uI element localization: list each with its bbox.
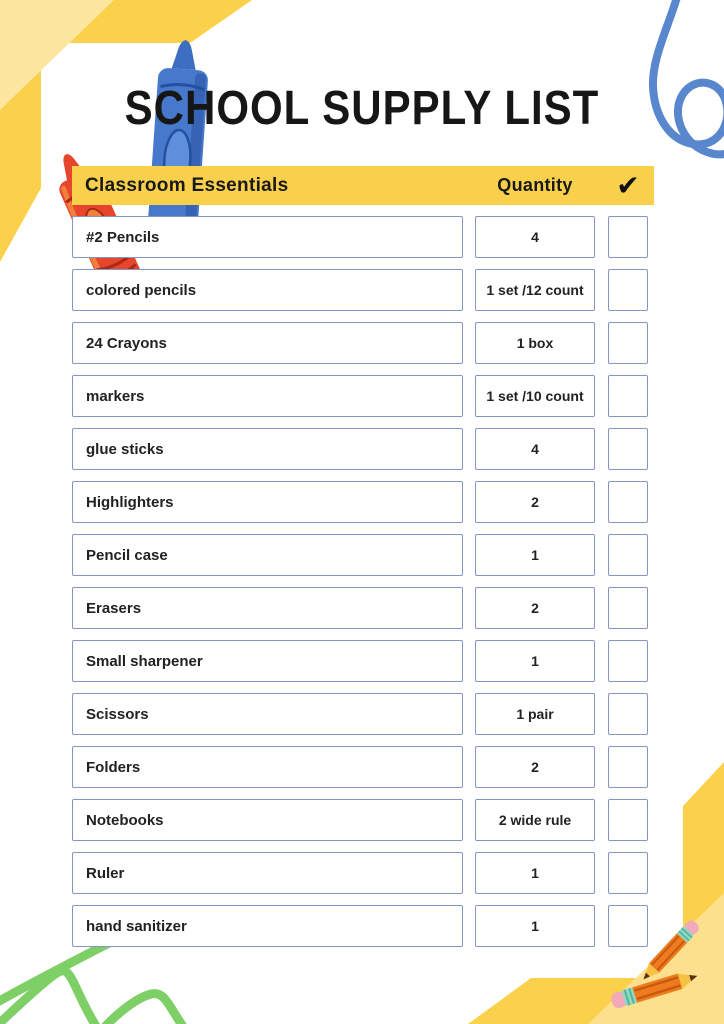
table-row: 24 Crayons 1 box bbox=[72, 322, 654, 364]
header-item-label: Classroom Essentials bbox=[85, 174, 289, 196]
item-name-cell: Scissors bbox=[72, 693, 463, 735]
table-row: colored pencils 1 set /12 count bbox=[72, 269, 654, 311]
quantity-cell: 1 bbox=[475, 640, 595, 682]
table-row: Highlighters 2 bbox=[72, 481, 654, 523]
item-name-cell: Erasers bbox=[72, 587, 463, 629]
item-name-cell: Ruler bbox=[72, 852, 463, 894]
quantity-cell: 1 set /12 count bbox=[475, 269, 595, 311]
quantity-cell: 4 bbox=[475, 428, 595, 470]
item-name-cell: Highlighters bbox=[72, 481, 463, 523]
table-row: glue sticks 4 bbox=[72, 428, 654, 470]
table-row: Pencil case 1 bbox=[72, 534, 654, 576]
item-name-cell: Folders bbox=[72, 746, 463, 788]
table-row: Small sharpener 1 bbox=[72, 640, 654, 682]
table-row: markers 1 set /10 count bbox=[72, 375, 654, 417]
row-checkbox[interactable] bbox=[608, 375, 648, 417]
item-name-cell: colored pencils bbox=[72, 269, 463, 311]
quantity-cell: 2 wide rule bbox=[475, 799, 595, 841]
quantity-cell: 2 bbox=[475, 587, 595, 629]
row-checkbox[interactable] bbox=[608, 799, 648, 841]
table-row: #2 Pencils 4 bbox=[72, 216, 654, 258]
row-checkbox[interactable] bbox=[608, 852, 648, 894]
quantity-cell: 2 bbox=[475, 746, 595, 788]
table-row: Scissors 1 pair bbox=[72, 693, 654, 735]
item-name-cell: #2 Pencils bbox=[72, 216, 463, 258]
header-quantity-label: Quantity bbox=[497, 175, 573, 195]
check-icon: ✔ bbox=[616, 169, 640, 201]
quantity-cell: 2 bbox=[475, 481, 595, 523]
item-name-cell: hand sanitizer bbox=[72, 905, 463, 947]
row-checkbox[interactable] bbox=[608, 534, 648, 576]
quantity-cell: 1 box bbox=[475, 322, 595, 364]
page-title: SCHOOL SUPPLY LIST bbox=[124, 80, 600, 135]
corner-light-triangle-top-left bbox=[0, 0, 114, 110]
quantity-cell: 4 bbox=[475, 216, 595, 258]
item-name-cell: 24 Crayons bbox=[72, 322, 463, 364]
row-checkbox[interactable] bbox=[608, 693, 648, 735]
table-row: Notebooks 2 wide rule bbox=[72, 799, 654, 841]
item-name-cell: glue sticks bbox=[72, 428, 463, 470]
row-checkbox[interactable] bbox=[608, 216, 648, 258]
quantity-cell: 1 set /10 count bbox=[475, 375, 595, 417]
row-checkbox[interactable] bbox=[608, 322, 648, 364]
item-name-cell: Notebooks bbox=[72, 799, 463, 841]
quantity-cell: 1 bbox=[475, 534, 595, 576]
quantity-cell: 1 pair bbox=[475, 693, 595, 735]
quantity-cell: 1 bbox=[475, 852, 595, 894]
item-name-cell: markers bbox=[72, 375, 463, 417]
row-checkbox[interactable] bbox=[608, 905, 648, 947]
row-checkbox[interactable] bbox=[608, 640, 648, 682]
row-checkbox[interactable] bbox=[608, 587, 648, 629]
row-checkbox[interactable] bbox=[608, 269, 648, 311]
row-checkbox[interactable] bbox=[608, 746, 648, 788]
row-checkbox[interactable] bbox=[608, 428, 648, 470]
item-name-cell: Small sharpener bbox=[72, 640, 463, 682]
table-row: Folders 2 bbox=[72, 746, 654, 788]
blue-squiggle-icon bbox=[648, 0, 724, 159]
table-header: Classroom Essentials Quantity ✔ bbox=[72, 166, 654, 205]
table-row: Erasers 2 bbox=[72, 587, 654, 629]
item-name-cell: Pencil case bbox=[72, 534, 463, 576]
quantity-cell: 1 bbox=[475, 905, 595, 947]
table-row: Ruler 1 bbox=[72, 852, 654, 894]
rows: #2 Pencils 4 colored pencils 1 set /12 c… bbox=[72, 216, 654, 947]
row-checkbox[interactable] bbox=[608, 481, 648, 523]
table-row: hand sanitizer 1 bbox=[72, 905, 654, 947]
